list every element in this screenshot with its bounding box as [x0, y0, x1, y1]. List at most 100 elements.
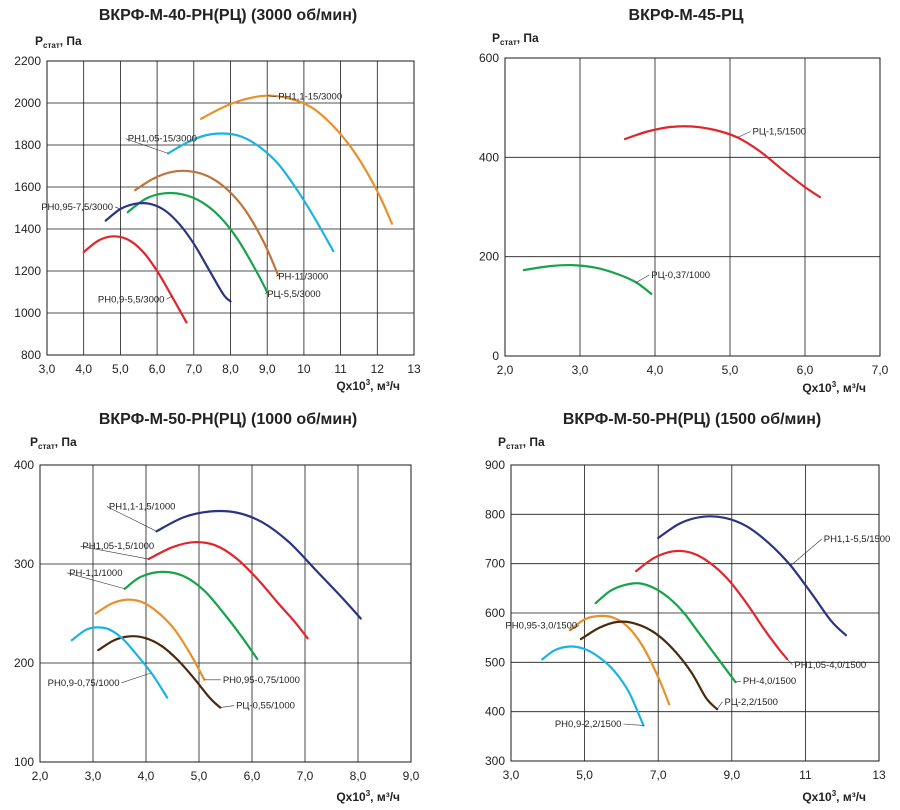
chart-title: ВКРФ-М-40-РН(РЦ) (3000 об/мин) — [99, 7, 357, 24]
series-label: РН0,9-5,5/3000 — [98, 294, 165, 305]
y-tick-label: 1600 — [14, 180, 41, 194]
y-tick-label: 200 — [14, 656, 34, 670]
series-label: РН0,95-7,5/3000 — [41, 202, 113, 213]
series-label: РЦ-0,37/1000 — [651, 270, 710, 281]
label-leader-line — [569, 625, 580, 631]
series-line-РН1,1-15/3000 — [200, 94, 394, 225]
y-tick-label: 100 — [14, 755, 34, 769]
x-tick-label: 8,0 — [350, 769, 367, 783]
label-leader-line — [716, 701, 723, 710]
series-line-РЦ-1,5/1500 — [623, 125, 822, 199]
x-tick-label: 11 — [334, 362, 347, 376]
x-tick-label: 4,0 — [138, 769, 155, 783]
y-axis-label: Pстат, Па — [30, 435, 77, 451]
series-line-РЦ-0,37/1000 — [522, 263, 653, 295]
y-tick-label: 1800 — [14, 138, 41, 152]
label-leader-line — [264, 291, 268, 295]
x-tick-label: 2,0 — [32, 769, 49, 783]
series-line-РН0,9-0,75/1000 — [70, 626, 169, 699]
series-label: РН-4,0/1500 — [743, 676, 796, 687]
series-label: РН1,05-1,5/1000 — [82, 541, 154, 552]
series-label: РН1,1-1,5/1000 — [109, 502, 176, 513]
label-leader-line — [267, 95, 277, 97]
series-label: РЦ-2,2/1500 — [724, 697, 778, 708]
grid — [504, 57, 881, 357]
label-leader-line — [737, 131, 751, 138]
series-label: РН-1,1/1000 — [69, 568, 122, 579]
x-tick-label: 13 — [407, 362, 421, 376]
label-leader-line — [125, 138, 169, 154]
y-tick-label: 200 — [479, 250, 499, 264]
label-leader-line — [786, 658, 793, 666]
label-leader-line — [114, 206, 121, 210]
label-leader-line — [106, 506, 157, 532]
y-tick-label: 400 — [479, 150, 499, 164]
series-line-РН1,05-15/3000 — [167, 132, 335, 253]
x-tick-label: 11 — [799, 768, 812, 782]
x-tick-label: 5,0 — [191, 769, 208, 783]
series-line-РН0,9-2,2/1500 — [541, 645, 645, 727]
series-label: РЦ-0,55/1000 — [236, 701, 295, 712]
chart-panel-3: ВКРФ-М-50-РН(РЦ) (1000 об/мин) Pстат, Па Q… — [14, 411, 420, 804]
series-label: РН0,95-3,0/1500 — [505, 620, 577, 631]
y-tick-label: 0 — [492, 349, 499, 363]
y-tick-label: 900 — [485, 458, 505, 472]
series-label: РН0,9-2,2/1500 — [555, 719, 622, 730]
x-axis-label: Qx103, м³/ч — [336, 789, 400, 804]
grid — [510, 464, 880, 762]
x-tick-label: 7,0 — [297, 769, 314, 783]
y-tick-label: 2200 — [14, 54, 41, 68]
label-leader-line — [121, 672, 152, 684]
chart-panel-4: ВКРФ-М-50-РН(РЦ) (1500 об/мин) Pстат, Па Q… — [485, 411, 890, 804]
x-tick-label: 5,0 — [722, 363, 739, 377]
y-tick-label: 300 — [14, 557, 34, 571]
x-tick-label: 3,0 — [39, 362, 56, 376]
x-tick-label: 3,0 — [85, 769, 102, 783]
chart-title: ВКРФ-М-50-РН(РЦ) (1000 об/мин) — [99, 411, 357, 428]
y-tick-label: 700 — [485, 557, 505, 571]
series-label: РЦ-1,5/1500 — [753, 127, 807, 138]
chart-title: ВКРФ-М-45-РЦ — [629, 7, 744, 24]
chart-panel-1: ВКРФ-М-40-РН(РЦ) (3000 об/мин) Pстат, Па Q… — [14, 7, 421, 393]
series-line-РЦ-0,55/1000 — [97, 635, 222, 709]
y-tick-label: 400 — [14, 458, 34, 472]
y-tick-label: 300 — [485, 754, 505, 768]
label-leader-line — [220, 705, 235, 708]
series-line-РН-4,0/1500 — [594, 582, 737, 684]
x-axis-label: Qx103, м³/ч — [802, 789, 866, 804]
plot-frame — [39, 464, 412, 763]
y-tick-label: 800 — [21, 348, 41, 362]
series-line-РН0,95-7,5/3000 — [104, 201, 232, 303]
x-tick-label: 6,0 — [244, 769, 261, 783]
label-leader-line — [276, 274, 279, 277]
label-leader-line — [67, 572, 125, 590]
series-line-РЦ-2,2/1500 — [579, 620, 719, 711]
series-line-РН1,1-1,5/1000 — [155, 509, 362, 620]
series-line-РН1,1-5,5/1500 — [657, 515, 847, 637]
x-tick-label: 9,0 — [259, 362, 276, 376]
plot-frame — [510, 464, 880, 762]
series-line-РН0,9-5,5/3000 — [82, 235, 188, 324]
x-tick-label: 7,0 — [650, 768, 667, 782]
series-label: РН1,05-15/3000 — [128, 134, 197, 145]
x-axis-label: Qx103, м³/ч — [336, 378, 400, 393]
y-tick-label: 1200 — [14, 264, 41, 278]
x-tick-label: 4,0 — [75, 362, 92, 376]
y-axis-label: Pстат, Па — [35, 34, 82, 50]
series-label: РН1,1-5,5/1500 — [824, 534, 891, 545]
label-leader-line — [166, 295, 172, 300]
y-tick-label: 800 — [485, 507, 505, 521]
series-label: РН1,1-15/3000 — [278, 92, 342, 103]
x-tick-label: 10 — [297, 362, 311, 376]
y-axis-label: Pстат, Па — [492, 31, 539, 47]
x-tick-label: 7,0 — [185, 362, 202, 376]
x-tick-label: 3,0 — [572, 363, 589, 377]
x-tick-label: 5,0 — [112, 362, 129, 376]
y-tick-label: 600 — [479, 51, 499, 65]
y-tick-label: 500 — [485, 655, 505, 669]
series-label: РЦ-5,5/3000 — [267, 289, 321, 300]
x-tick-label: 3,0 — [503, 768, 520, 782]
series-line-РН0,95-0,75/1000 — [94, 598, 206, 681]
x-tick-label: 4,0 — [647, 363, 664, 377]
